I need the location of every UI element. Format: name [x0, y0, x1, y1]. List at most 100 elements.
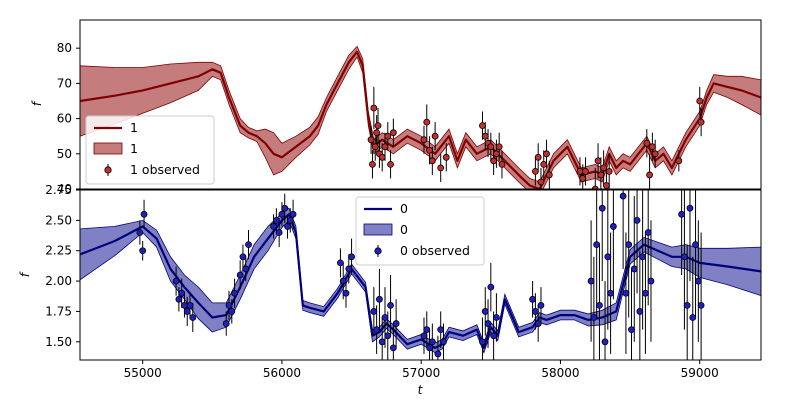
top-legend-marker-label: 1 observed [130, 162, 200, 177]
bottom-x-tick-label: 55000 [124, 366, 162, 380]
bottom-observed-point [222, 320, 230, 327]
top-observed-point [648, 143, 656, 151]
bottom-observed-point [270, 223, 277, 230]
bottom-observed-point [289, 210, 297, 218]
bottom-observed-point [531, 308, 539, 315]
bottom-observed-point [186, 301, 194, 309]
bottom-observed-point [697, 301, 705, 309]
top-observed-point [603, 182, 610, 189]
bottom-observed-point [437, 326, 445, 334]
bottom-legend: 0 0 0 observed [355, 196, 485, 266]
bottom-observed-point [678, 210, 686, 218]
top-observed-point [381, 143, 389, 151]
bottom-observed-point [178, 289, 186, 297]
bottom-observed-point [236, 271, 244, 279]
top-legend-band-swatch [93, 142, 123, 155]
bottom-observed-point [245, 241, 252, 249]
top-observed-point [498, 160, 506, 168]
bottom-x-tick-label: 59000 [681, 366, 719, 380]
top-observed-point [442, 153, 450, 161]
bottom-y-tick-label: 2.75 [45, 183, 72, 197]
top-observed-point [594, 157, 602, 165]
bottom-observed-point [373, 326, 381, 334]
bottom-observed-point [183, 308, 191, 315]
bottom-observed-point [387, 301, 394, 309]
bottom-observed-point [601, 338, 609, 346]
bottom-observed-point [140, 210, 148, 218]
bottom-observed-point [440, 338, 447, 346]
bottom-observed-point [181, 301, 188, 309]
bottom-legend-box [355, 196, 485, 266]
top-observed-point [697, 118, 705, 126]
bottom-observed-point [225, 301, 233, 309]
bottom-observed-point [630, 265, 638, 273]
bottom-observed-point [481, 308, 489, 315]
top-observed-point [651, 150, 659, 158]
top-observed-point [545, 171, 553, 179]
top-y-tick-label: 40 [57, 182, 72, 196]
bottom-observed-point [492, 314, 500, 321]
bottom-observed-point [384, 332, 392, 340]
bottom-observed-point [286, 216, 294, 224]
bottom-legend-marker-label: 0 observed [400, 243, 470, 258]
bottom-observed-point [278, 210, 286, 218]
top-y-axis-label: f [30, 100, 44, 106]
top-plot-area [80, 45, 761, 189]
top-legend-box [85, 115, 215, 185]
top-observed-point [605, 167, 613, 175]
top-observed-point [487, 143, 495, 151]
bottom-observed-point [381, 314, 389, 321]
bottom-observed-point [231, 289, 238, 297]
bottom-observed-point [392, 320, 400, 327]
bottom-observed-point [593, 241, 601, 249]
bottom-observed-point [426, 344, 433, 352]
top-axes-frame [79, 19, 762, 190]
bottom-y-tick-label: 2.00 [45, 274, 72, 288]
top-observed-point [428, 157, 436, 165]
bottom-observed-point [636, 308, 644, 315]
top-observed-point [696, 97, 704, 105]
bottom-panel: 1.50 1.75 2.00 2.25 2.50 2.75 55000 56000 57000… [18, 183, 762, 397]
bottom-observed-point [609, 223, 617, 230]
bottom-observed-point [487, 283, 495, 291]
bottom-plot-area [80, 190, 761, 360]
bottom-observed-point [175, 295, 183, 303]
bottom-x-ticks: 55000 56000 57000 58000 59000 [124, 360, 719, 380]
top-observed-point [579, 175, 587, 182]
bottom-y-tick-label: 2.50 [45, 213, 72, 227]
top-panel: 40 50 60 70 80 f 1 1 1 observed [30, 19, 762, 196]
bottom-x-tick-label: 57000 [402, 366, 440, 380]
bottom-observed-point [619, 192, 627, 200]
top-legend-band-label: 1 [130, 141, 138, 156]
bottom-observed-point [389, 344, 397, 352]
top-observed-point [369, 160, 376, 168]
bottom-x-axis-label: t [418, 383, 424, 397]
bottom-observed-point [228, 308, 236, 315]
bottom-observed-point [686, 204, 694, 212]
bottom-observed-point [339, 277, 347, 285]
bottom-observed-point [590, 314, 598, 321]
bottom-observed-point [537, 301, 545, 309]
bottom-observed-point [479, 338, 486, 346]
bottom-observed-point [242, 265, 250, 273]
top-observed-point [646, 171, 653, 179]
bottom-legend-line-label: 0 [400, 201, 408, 216]
top-observed-point [531, 167, 539, 175]
top-observed-point [490, 157, 498, 165]
bottom-observed-point [639, 253, 647, 261]
bottom-observed-point [275, 229, 283, 236]
top-observed-point [495, 143, 503, 151]
top-observed-point [389, 129, 397, 137]
bottom-observed-point [420, 332, 428, 340]
bottom-legend-band-swatch [363, 223, 393, 236]
bottom-observed-point [428, 338, 436, 346]
bottom-observed-point [490, 332, 498, 340]
top-y-tick-label: 50 [57, 147, 72, 161]
bottom-observed-point [284, 223, 291, 230]
bottom-observed-point [625, 241, 633, 249]
top-mean-line [80, 50, 761, 189]
top-observed-point [534, 153, 542, 161]
top-observed-point [374, 122, 382, 130]
top-legend-line-label: 1 [130, 120, 138, 135]
